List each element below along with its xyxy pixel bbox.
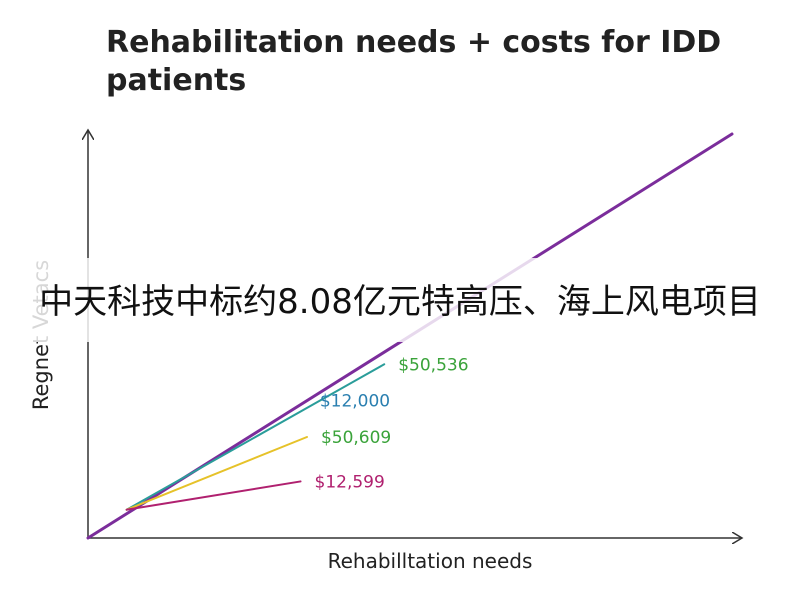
- data-label-2: $50,609: [321, 428, 391, 448]
- data-label-1: $50,536: [398, 355, 468, 375]
- overlay-banner: [0, 258, 800, 342]
- series-line-3: [125, 480, 302, 511]
- series-line-1: [125, 363, 386, 511]
- chart-title: Rehabilitation needs + costs for IDD pat…: [106, 25, 722, 98]
- series-line-2: [125, 436, 308, 511]
- label-layer: $50,536 $50,609 $12,599 $12,000: [315, 355, 469, 492]
- data-label-3: $12,599: [315, 472, 385, 492]
- x-axis-label: Rehabilltation needs: [328, 549, 533, 573]
- annotation-label-0: $12,000: [320, 392, 390, 412]
- overlay-banner-text: 中天科技中标约8.08亿元特高压、海上风电项目: [39, 282, 761, 322]
